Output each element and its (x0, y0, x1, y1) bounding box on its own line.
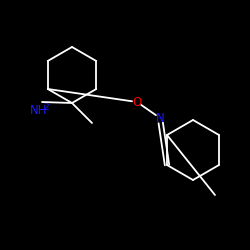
Text: O: O (132, 96, 141, 108)
Text: 2: 2 (43, 103, 49, 112)
Text: NH: NH (30, 104, 48, 117)
Text: N: N (156, 112, 164, 124)
